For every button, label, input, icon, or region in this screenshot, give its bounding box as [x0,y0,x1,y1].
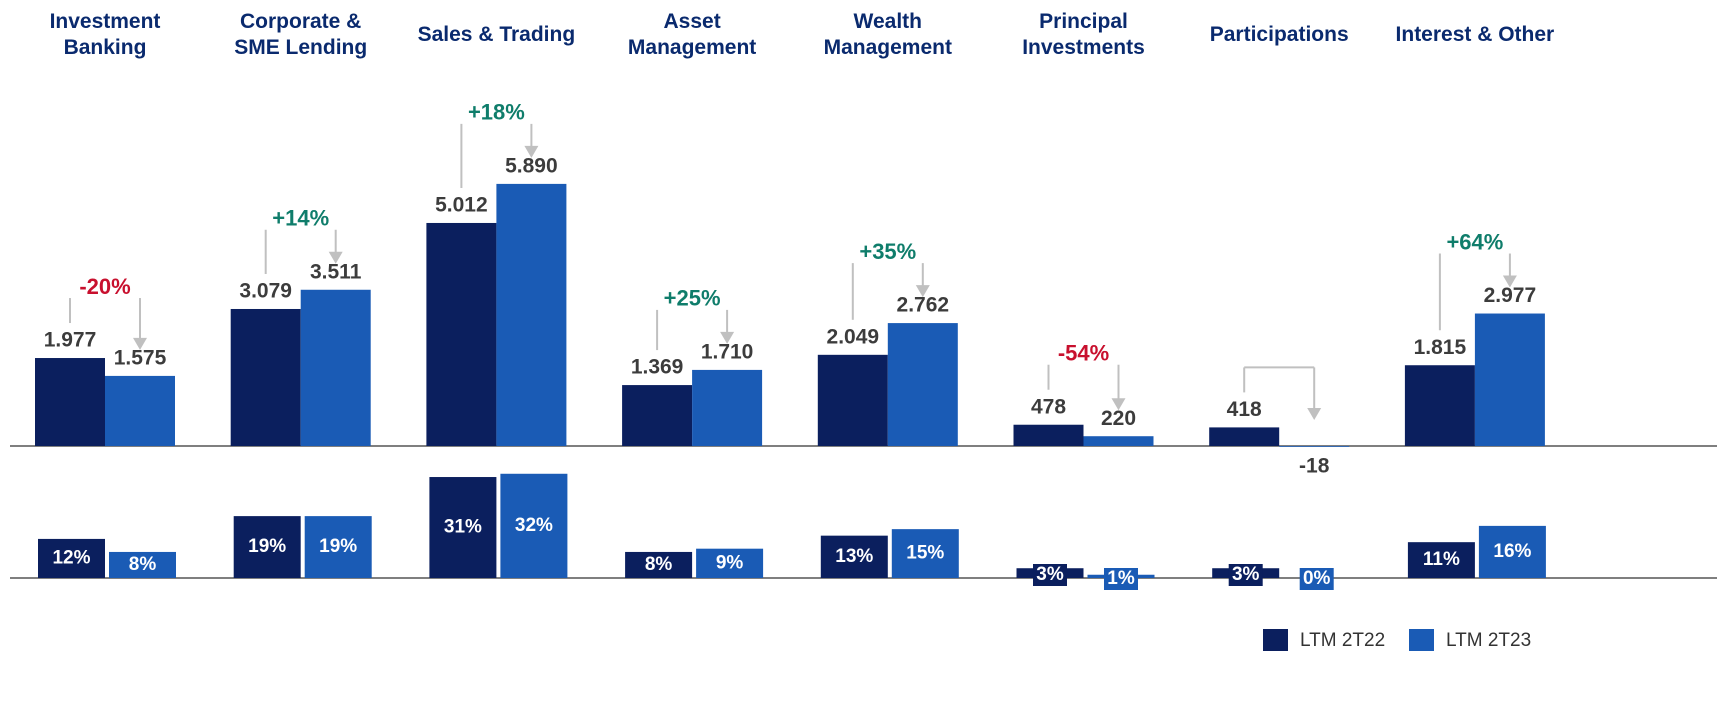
bar [429,477,497,578]
bar [817,354,888,446]
value-label: 1.575 [114,346,167,369]
bar [105,375,175,446]
value-label: 31% [444,517,482,538]
change-label: +35% [859,239,916,264]
value-label: 1.369 [631,356,684,379]
value-label: 19% [319,536,357,557]
bar [1279,446,1350,447]
arrow-head [1111,398,1126,411]
change-label: -54% [1058,341,1109,366]
bar [300,289,371,446]
bar [622,385,693,446]
arrow-head [1502,275,1517,288]
value-label: 3% [1036,564,1064,585]
value-label: 1.815 [1414,336,1467,359]
change-label: -20% [79,274,130,299]
bar [304,516,372,578]
value-label: 1.977 [44,329,97,352]
bar [891,529,959,578]
label-box [1033,564,1067,586]
category-label: Interest & Other [1395,23,1555,46]
value-label: 5.012 [435,194,488,217]
value-label: 5.890 [505,154,558,177]
bar [1474,313,1545,446]
category-label: Participations [1209,23,1349,46]
bar [38,538,105,578]
value-label: 0% [1303,568,1331,589]
bar [696,548,764,578]
change-label: +14% [272,206,329,231]
bar [35,358,105,446]
value-label: 32% [515,515,553,536]
value-label: 220 [1101,407,1136,430]
bar [887,323,958,446]
value-label: 1% [1107,568,1135,589]
bar [1404,365,1475,446]
value-label: 8% [129,554,157,575]
value-label: 3% [1232,564,1260,585]
legend-label: LTM 2T23 [1446,630,1531,651]
value-label: 478 [1031,395,1066,418]
arrow-head [1307,408,1322,420]
value-label: 2.049 [827,325,880,348]
bar [233,516,301,578]
bar [230,308,301,446]
value-label: 3.511 [310,260,362,283]
value-label: 9% [716,552,744,573]
legend-swatch [1263,629,1288,651]
bar [1407,542,1475,578]
category-label: Sales & Trading [417,23,576,46]
value-label: -18 [1299,454,1330,477]
value-label: 3.079 [239,280,292,303]
bar [692,369,763,446]
value-label: 8% [645,554,673,575]
value-label: 15% [906,543,944,564]
bar [1478,525,1546,578]
value-label: 2.977 [1484,284,1537,307]
label-box [1104,568,1138,590]
arrow-head [915,285,930,298]
value-label: 418 [1227,398,1262,421]
arrow-head [720,331,735,344]
value-label: 12% [52,547,90,568]
bar [820,535,888,578]
bar [1083,436,1154,446]
arrow-head [133,337,147,350]
change-label: +18% [468,100,525,125]
category-label: Asset Management [627,10,757,59]
value-label: 1.710 [701,340,754,363]
bar [625,551,693,578]
category-label: Principal Investments [1022,10,1145,59]
change-label: +64% [1446,229,1503,254]
value-label: 2.762 [897,294,950,317]
label-box [1228,564,1263,586]
change-label: +25% [664,286,721,311]
bar [500,473,568,578]
bar [1013,424,1084,446]
category-label: Investment Banking [49,10,161,59]
legend-label: LTM 2T22 [1300,630,1385,651]
value-label: 19% [248,536,286,557]
bar [1209,427,1280,446]
category-label: Wealth Management [823,10,952,59]
arrow-head [524,145,539,158]
bar [426,222,497,446]
category-label: Corporate & SME Lending [234,10,368,59]
label-box [1299,568,1334,590]
bar [109,551,176,578]
bar [496,183,567,446]
legend-swatch [1409,629,1434,651]
value-label: 11% [1423,549,1460,570]
value-label: 16% [1493,541,1531,562]
value-label: 13% [835,546,873,567]
arrow-head [328,251,343,264]
